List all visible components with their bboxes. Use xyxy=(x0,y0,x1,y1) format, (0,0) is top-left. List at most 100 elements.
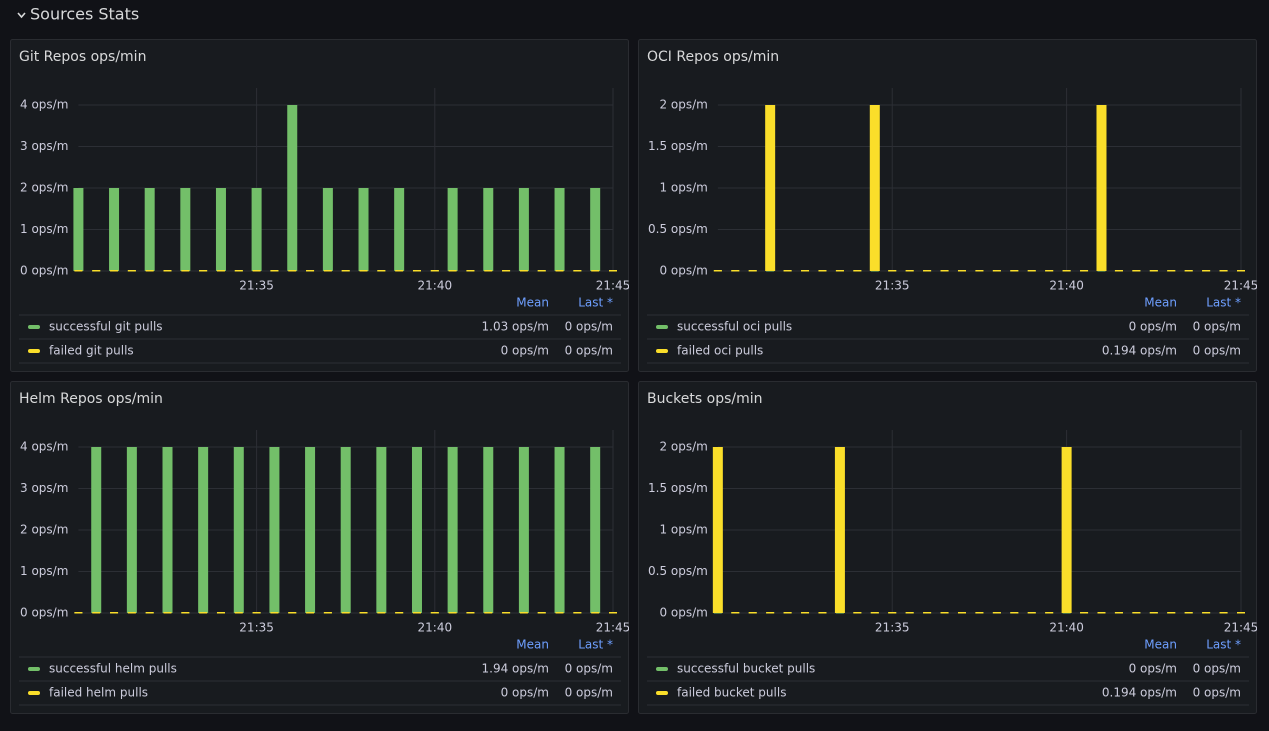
bar xyxy=(993,612,1001,614)
bar xyxy=(287,105,297,271)
bar xyxy=(128,270,136,272)
legend-label[interactable]: failed helm pulls xyxy=(49,686,148,700)
legend-label[interactable]: successful git pulls xyxy=(49,320,163,334)
bar xyxy=(235,612,243,614)
bar xyxy=(128,612,136,614)
bar xyxy=(484,612,492,614)
legend-label[interactable]: successful oci pulls xyxy=(677,320,792,334)
legend-last: 0 ops/m xyxy=(565,320,613,334)
bar xyxy=(1096,105,1106,271)
panel: OCI Repos ops/min0 ops/m0.5 ops/m1 ops/m… xyxy=(639,40,1259,372)
legend-swatch xyxy=(28,349,40,353)
legend-last: 0 ops/m xyxy=(565,662,613,676)
bar xyxy=(609,270,617,272)
bar xyxy=(975,270,983,272)
bar xyxy=(146,612,154,614)
bar xyxy=(181,270,189,272)
legend-swatch xyxy=(656,691,668,695)
bar xyxy=(109,188,119,271)
bar xyxy=(818,270,826,272)
bar xyxy=(395,270,403,272)
bar xyxy=(1115,612,1123,614)
bar xyxy=(1202,270,1210,272)
bar xyxy=(993,270,1001,272)
bar xyxy=(519,188,529,271)
bar xyxy=(731,270,739,272)
bar xyxy=(181,612,189,614)
legend-swatch xyxy=(28,325,40,329)
bar xyxy=(1045,270,1053,272)
bar xyxy=(555,447,565,613)
bar xyxy=(163,447,173,613)
bar xyxy=(377,612,385,614)
y-tick-label: 0 ops/m xyxy=(20,606,68,620)
x-tick-label: 21:40 xyxy=(418,621,453,635)
bar xyxy=(714,270,722,272)
bar xyxy=(92,612,100,614)
bar xyxy=(836,270,844,272)
legend-label[interactable]: failed git pulls xyxy=(49,344,134,358)
collapse-chevron[interactable] xyxy=(18,13,25,17)
bar xyxy=(306,612,314,614)
bar xyxy=(731,612,739,614)
section-title[interactable]: Sources Stats xyxy=(30,5,139,24)
legend-column-header: Mean xyxy=(1144,296,1177,310)
legend-label[interactable]: failed oci pulls xyxy=(677,344,763,358)
bar xyxy=(502,612,510,614)
bar xyxy=(1010,270,1018,272)
bar xyxy=(412,447,422,613)
bar xyxy=(217,270,225,272)
bar xyxy=(145,188,155,271)
bar xyxy=(323,188,333,271)
bar xyxy=(1220,612,1228,614)
bar xyxy=(288,612,296,614)
y-tick-label: 1 ops/m xyxy=(20,222,68,236)
x-tick-label: 21:40 xyxy=(1049,279,1084,293)
bar xyxy=(941,612,949,614)
legend-label[interactable]: successful bucket pulls xyxy=(677,662,815,676)
bar xyxy=(591,270,599,272)
bar xyxy=(1237,270,1245,272)
x-tick-label: 21:35 xyxy=(239,621,274,635)
bar xyxy=(73,188,83,271)
bar xyxy=(749,612,757,614)
bar xyxy=(923,270,931,272)
x-tick-label: 21:45 xyxy=(596,279,631,293)
legend-label[interactable]: failed bucket pulls xyxy=(677,686,786,700)
bar xyxy=(906,612,914,614)
bar xyxy=(520,612,528,614)
legend-column-header: Last * xyxy=(578,296,613,310)
panel-title: Helm Repos ops/min xyxy=(19,391,163,407)
bar xyxy=(394,188,404,271)
bar xyxy=(888,612,896,614)
y-tick-label: 2 ops/m xyxy=(659,98,707,112)
legend-label[interactable]: successful helm pulls xyxy=(49,662,177,676)
bar xyxy=(784,270,792,272)
bar xyxy=(590,447,600,613)
bar xyxy=(199,612,207,614)
y-tick-label: 0 ops/m xyxy=(20,264,68,278)
bar xyxy=(110,612,118,614)
bar xyxy=(127,447,137,613)
bar xyxy=(556,612,564,614)
y-tick-label: 4 ops/m xyxy=(20,98,68,112)
x-tick-label: 21:40 xyxy=(418,279,453,293)
bar xyxy=(252,188,262,271)
bar xyxy=(1202,612,1210,614)
legend-column-header: Mean xyxy=(1144,638,1177,652)
bar xyxy=(1220,270,1228,272)
legend-column-header: Mean xyxy=(516,296,549,310)
bar xyxy=(1150,270,1158,272)
bar xyxy=(1080,270,1088,272)
y-tick-label: 1 ops/m xyxy=(659,523,707,537)
bar xyxy=(270,612,278,614)
bar xyxy=(324,612,332,614)
bar xyxy=(253,270,261,272)
bar xyxy=(269,447,279,613)
x-tick-label: 21:45 xyxy=(1224,279,1259,293)
bar xyxy=(713,447,723,613)
x-tick-label: 21:45 xyxy=(1224,621,1259,635)
legend-swatch xyxy=(28,691,40,695)
bar xyxy=(270,270,278,272)
bar xyxy=(180,188,190,271)
